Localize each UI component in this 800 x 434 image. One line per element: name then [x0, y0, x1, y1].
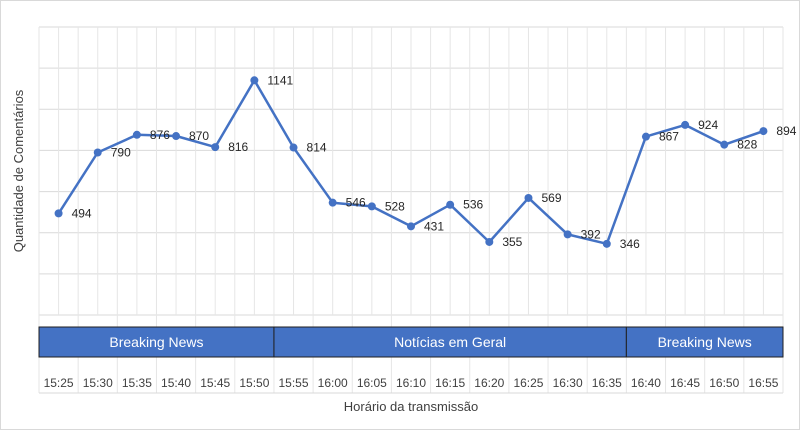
- data-point: [289, 143, 298, 152]
- data-point: [720, 140, 729, 149]
- data-label: 876: [150, 128, 170, 142]
- data-label: 870: [189, 129, 209, 143]
- x-tick-label: 16:55: [748, 376, 778, 390]
- x-tick-label: 16:40: [631, 376, 661, 390]
- x-tick-label: 15:50: [239, 376, 269, 390]
- x-tick-label: 16:00: [318, 376, 348, 390]
- x-tick-label: 15:30: [83, 376, 113, 390]
- data-label: 816: [228, 140, 248, 154]
- data-label: 867: [659, 130, 679, 144]
- x-tick-label: 15:40: [161, 376, 191, 390]
- x-tick-label: 16:50: [709, 376, 739, 390]
- x-tick-label: 15:45: [200, 376, 230, 390]
- data-label: 355: [502, 235, 522, 249]
- x-axis-title: Horário da transmissão: [344, 399, 478, 414]
- data-label: 528: [385, 199, 405, 213]
- x-tick-label: 16:20: [474, 376, 504, 390]
- data-point: [54, 209, 63, 218]
- segment-label: Notícias em Geral: [394, 334, 506, 350]
- x-tick-label: 15:35: [122, 376, 152, 390]
- data-point: [681, 120, 690, 129]
- data-point: [250, 76, 259, 85]
- segment-label: Breaking News: [658, 334, 752, 350]
- data-label: 569: [541, 191, 561, 205]
- data-point: [211, 143, 220, 152]
- data-point: [328, 198, 337, 207]
- x-tick-label: 15:25: [44, 376, 74, 390]
- data-point: [446, 200, 455, 209]
- x-tick-labels: 15:25 15:30 15:35 15:40 15:45 15:50 15:55 16:00…: [44, 376, 779, 390]
- data-label: 346: [620, 237, 640, 251]
- x-tick-label: 16:30: [553, 376, 583, 390]
- y-axis-title: Quantidade de Comentários: [11, 89, 26, 252]
- data-label: 828: [737, 138, 757, 152]
- data-point: [602, 239, 611, 248]
- segment-band: [38, 326, 275, 358]
- data-points: [54, 76, 768, 248]
- data-label: 536: [463, 198, 483, 212]
- data-label: 392: [581, 227, 601, 241]
- data-point: [563, 230, 572, 239]
- data-point: [132, 130, 141, 139]
- data-label: 894: [776, 124, 796, 138]
- x-tick-label: 16:25: [513, 376, 543, 390]
- x-tick-label: 16:45: [670, 376, 700, 390]
- data-point: [485, 237, 494, 246]
- data-point: [524, 193, 533, 202]
- data-point: [367, 202, 376, 211]
- segment-bands: Breaking News Notícias em Geral Breaking N…: [38, 326, 784, 358]
- x-tick-label: 16:10: [396, 376, 426, 390]
- x-tick-label: 16:35: [592, 376, 622, 390]
- data-point: [759, 127, 768, 136]
- segment-band: [273, 326, 627, 358]
- gridlines: [38, 26, 784, 394]
- data-point: [93, 148, 102, 157]
- x-tick-label: 16:15: [435, 376, 465, 390]
- data-point: [407, 222, 415, 231]
- data-point: [172, 132, 181, 141]
- data-label: 924: [698, 118, 718, 132]
- data-point: [641, 132, 650, 141]
- data-label: 790: [111, 145, 131, 159]
- x-tick-label: 15:55: [279, 376, 309, 390]
- data-label: 814: [307, 141, 327, 155]
- segment-label: Breaking News: [109, 334, 203, 350]
- segment-band: [625, 326, 784, 358]
- x-tick-label: 16:05: [357, 376, 387, 390]
- data-label: 431: [424, 219, 444, 233]
- data-label: 1141: [267, 73, 293, 87]
- data-labels: 494 790 876 870 816 1141 814 546 528 431 536 355 569…: [72, 73, 797, 251]
- data-label: 546: [346, 196, 366, 210]
- data-label: 494: [72, 206, 92, 220]
